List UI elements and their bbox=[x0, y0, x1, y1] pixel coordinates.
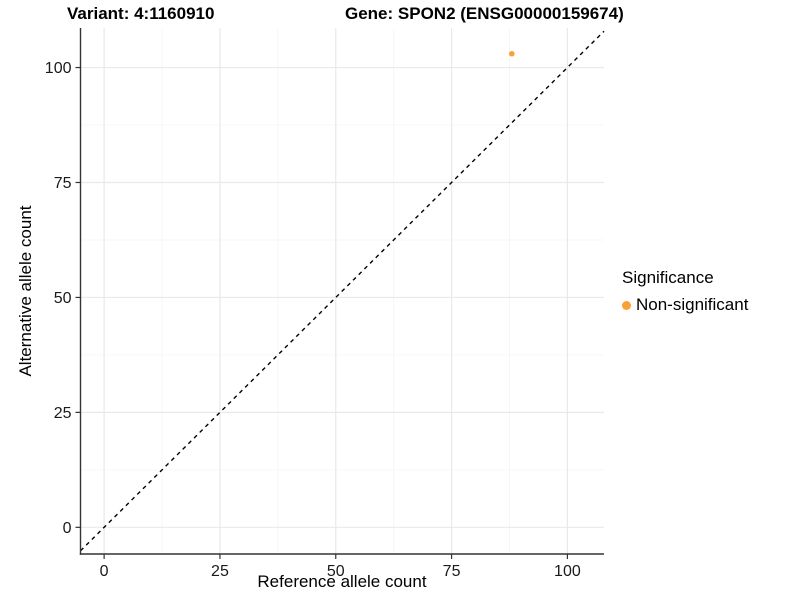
y-tick-label: 50 bbox=[54, 290, 72, 307]
legend-item-non-significant: Non-significant bbox=[622, 295, 748, 315]
legend: Significance Non-significant bbox=[622, 268, 748, 315]
x-tick-label: 50 bbox=[327, 563, 345, 580]
y-tick-label: 75 bbox=[54, 175, 72, 192]
y-tick-label: 25 bbox=[54, 405, 72, 422]
data-point bbox=[509, 50, 515, 57]
y-tick-label: 0 bbox=[63, 520, 72, 537]
x-tick-label: 75 bbox=[443, 563, 461, 580]
y-tick-label: 100 bbox=[45, 60, 72, 77]
x-tick-label: 100 bbox=[554, 563, 581, 580]
legend-point-marker bbox=[622, 300, 631, 310]
y-axis-title: Alternative allele count bbox=[16, 205, 35, 377]
legend-title: Significance bbox=[622, 268, 714, 287]
identity-line bbox=[80, 30, 605, 552]
x-tick-label: 25 bbox=[211, 563, 229, 580]
plot-title-variant: Variant: 4:1160910 bbox=[67, 4, 215, 23]
x-tick-label: 0 bbox=[100, 563, 109, 580]
plot-title-gene: Gene: SPON2 (ENSG00000159674) bbox=[345, 4, 624, 23]
legend-item-label: Non-significant bbox=[636, 295, 749, 314]
x-axis-title: Reference allele count bbox=[257, 572, 427, 591]
